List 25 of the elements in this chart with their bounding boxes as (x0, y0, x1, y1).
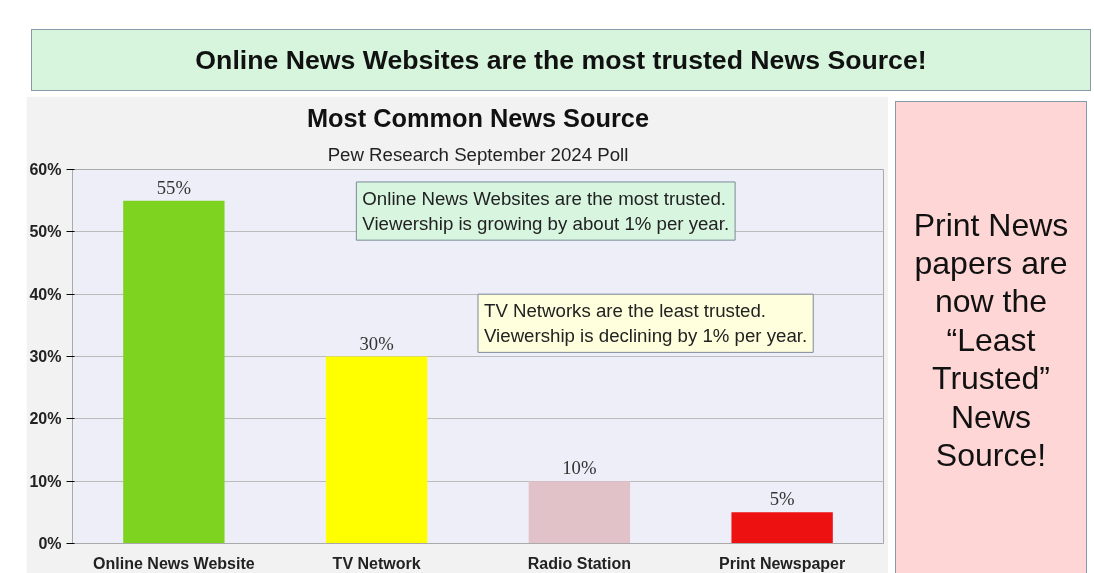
chart-subtitle: Pew Research September 2024 Poll (327, 143, 629, 165)
text: Online News Websites are the most trusted News Source! (195, 44, 927, 76)
bar (528, 481, 631, 544)
data-label: 55% (156, 176, 191, 198)
annotation: TV Networks are the least trusted. Viewership is declining by 1% per year. (484, 300, 808, 347)
bar (123, 200, 225, 544)
y-tick-label: 20% (29, 410, 62, 428)
y-tick-label: 10% (29, 472, 62, 490)
x-tick-label: Online News Website (93, 554, 255, 572)
bar (325, 356, 428, 544)
y-tick-label: 40% (29, 285, 62, 303)
bar (731, 512, 833, 544)
y-tick-label: 30% (29, 348, 62, 365)
x-tick-label: Radio Station (527, 554, 631, 572)
data-label: 5% (769, 488, 795, 510)
text: Print News papers are now the “Least Trusted” News Source! (912, 205, 1070, 475)
annotation: Online News Websites are the most trusted. Viewership is growing by about 1% per year. (362, 187, 730, 235)
chart-title: Most Common News Source (307, 103, 649, 132)
x-tick-label: TV Network (332, 554, 421, 572)
data-label: 30% (359, 332, 394, 354)
y-tick-label: 60% (29, 161, 62, 178)
x-tick-label: Print Newspaper (719, 554, 846, 572)
y-tick-label: 50% (29, 223, 62, 241)
data-label: 10% (562, 457, 597, 479)
y-tick-label: 0% (38, 535, 62, 552)
